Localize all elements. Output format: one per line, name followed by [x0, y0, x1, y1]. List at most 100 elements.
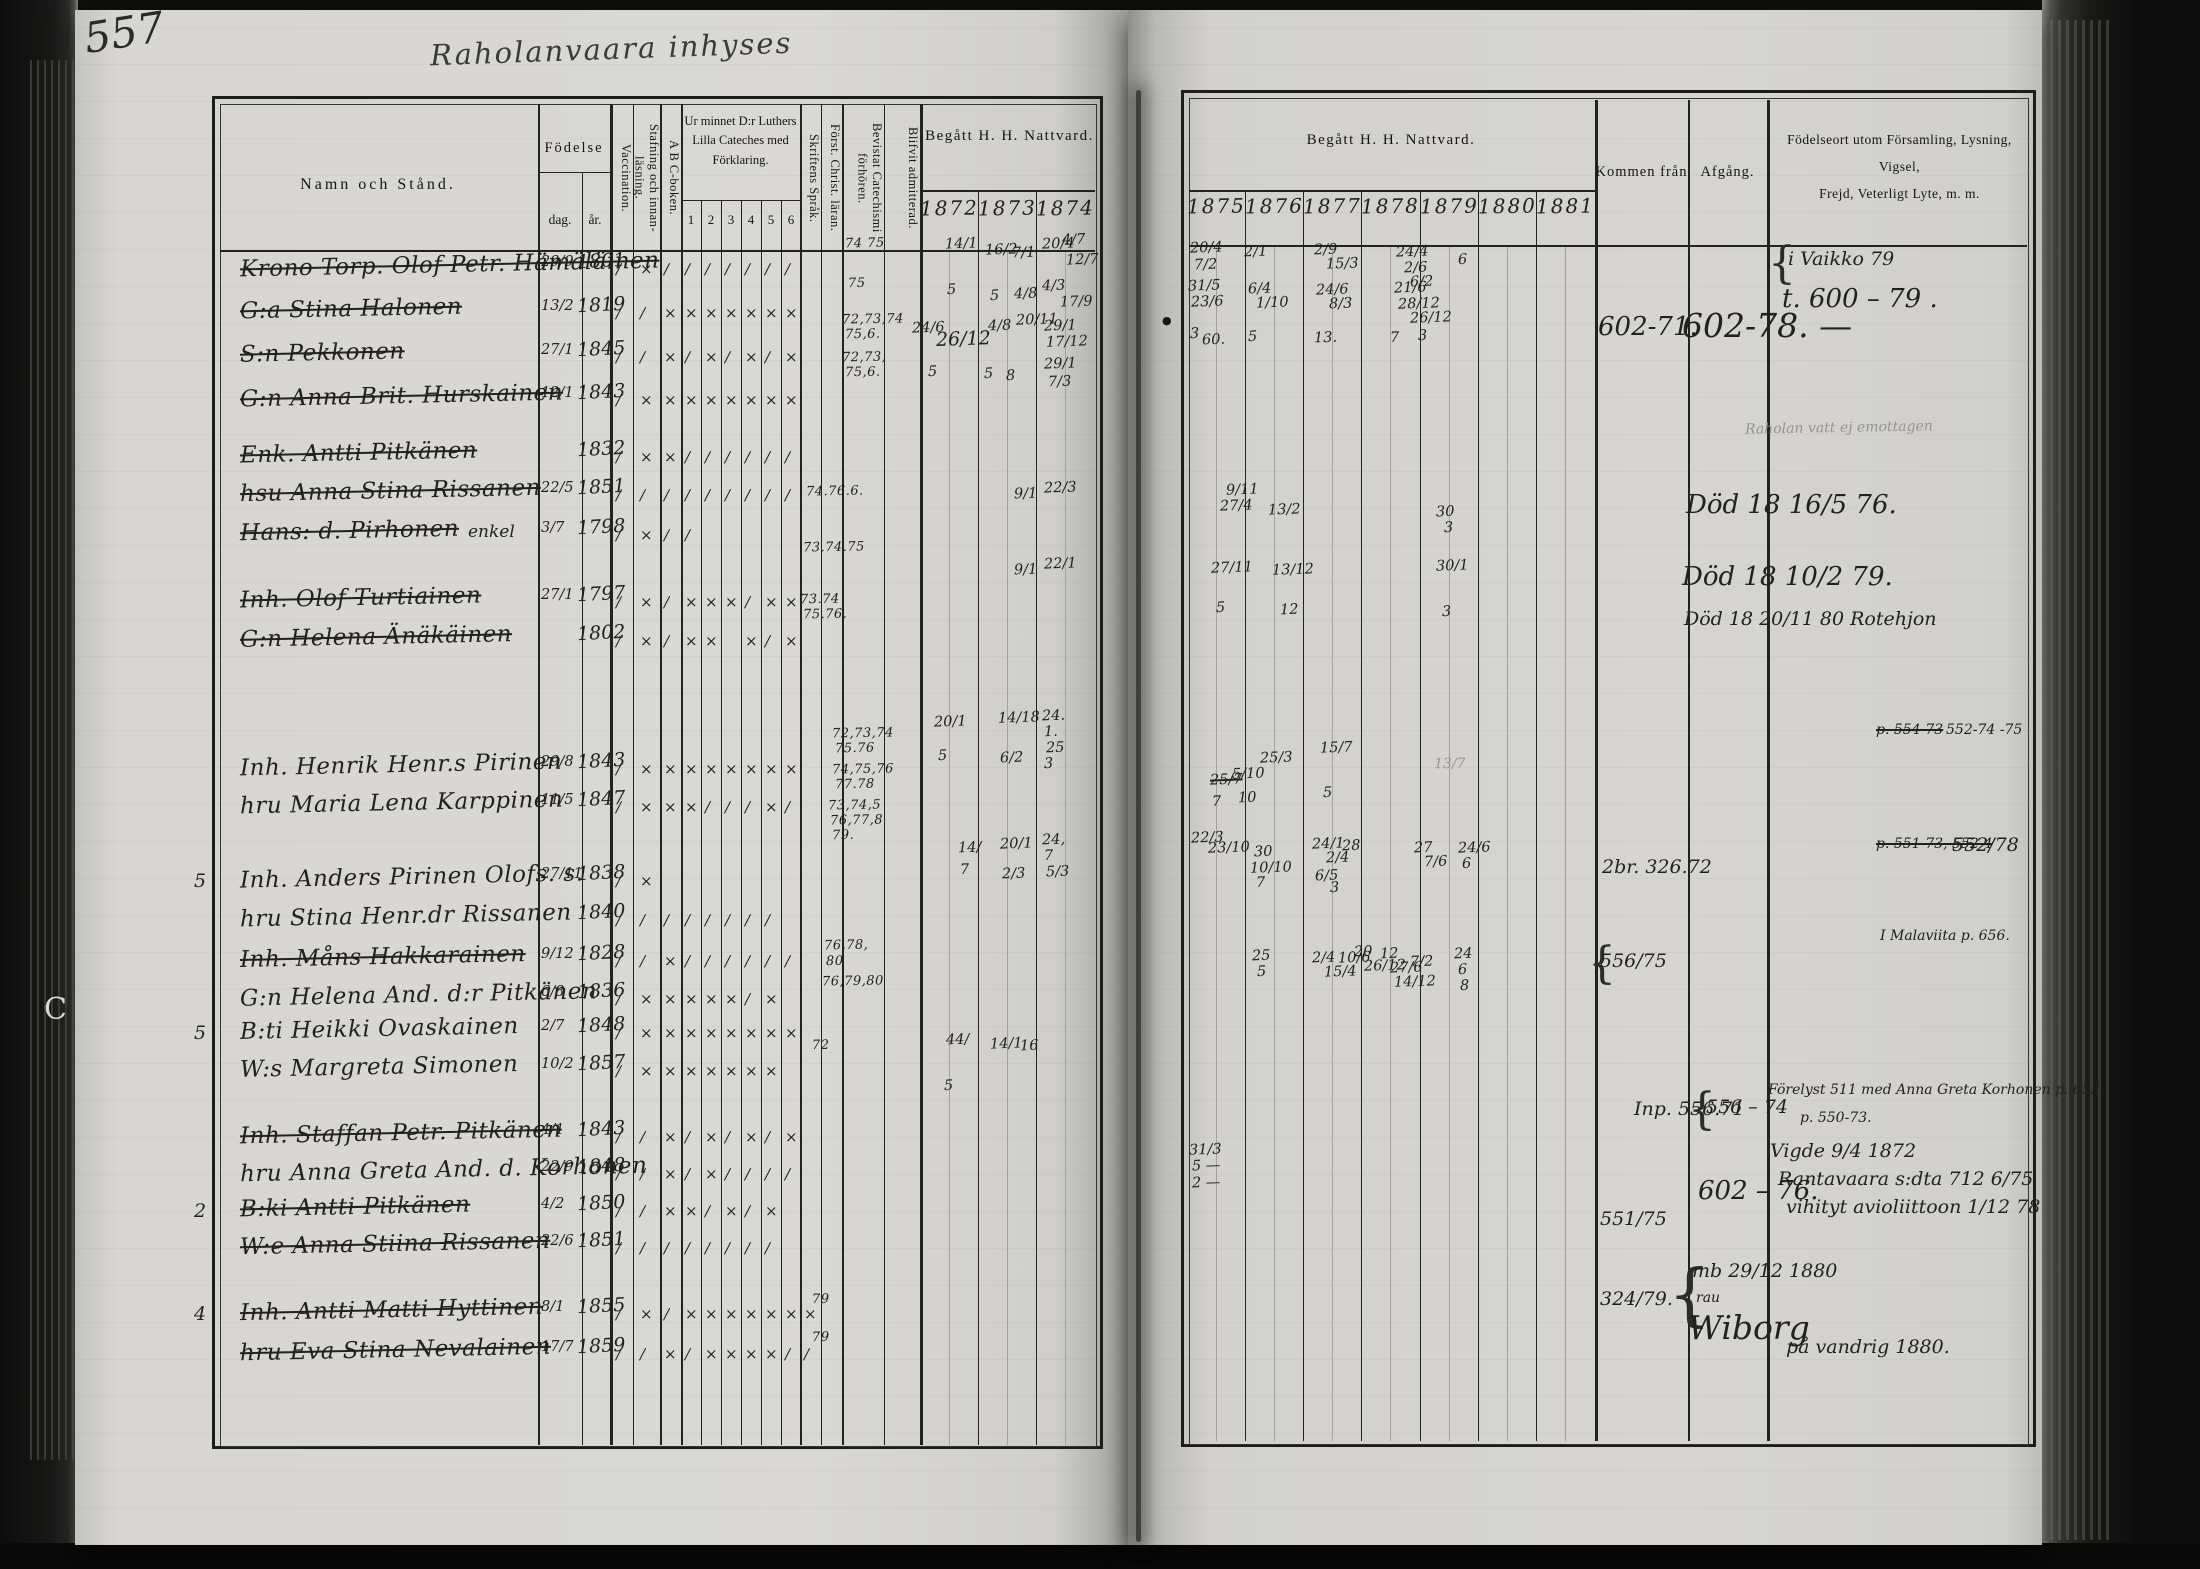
- handwritten-annotation: 8: [1005, 367, 1016, 385]
- handwritten-annotation: 30/1: [1435, 557, 1469, 575]
- check-mark: ×: [725, 1305, 738, 1323]
- check-mark: ∕: [725, 1165, 731, 1183]
- column-rule: [582, 172, 583, 1445]
- check-mark: ×: [640, 593, 653, 611]
- check-mark: ×: [664, 1024, 677, 1042]
- check-mark: ×: [785, 304, 798, 322]
- book-edge-top: [0, 0, 2200, 12]
- handwritten-annotation: 26/12: [1409, 309, 1453, 327]
- check-mark: ×: [640, 632, 653, 650]
- check-mark: ∕: [765, 448, 771, 466]
- handwritten-annotation: 602-78. —: [1682, 306, 1853, 345]
- handwritten-annotation: 44/: [945, 1031, 970, 1049]
- handwritten-annotation: 4/3: [1041, 277, 1066, 295]
- check-mark: ∕: [640, 1239, 646, 1257]
- column-rule: [978, 190, 980, 1445]
- check-mark: ∕: [685, 952, 691, 970]
- check-mark: ×: [685, 760, 698, 778]
- handwritten-annotation: 75.76.: [802, 606, 848, 623]
- check-mark: ×: [745, 1345, 758, 1363]
- column-subdivider: [1565, 245, 1566, 1441]
- check-mark: ∕: [745, 911, 751, 929]
- handwritten-annotation: 7: [1043, 847, 1054, 865]
- check-mark: ×: [664, 1062, 677, 1080]
- handwritten-annotation: 1.: [1043, 723, 1059, 741]
- column-subdivider: [1216, 245, 1217, 1441]
- handwritten-annotation: 3: [1189, 325, 1200, 343]
- handwritten-annotation: t. 600 – 79 .: [1782, 284, 1938, 314]
- nattvard-year-label: 1880: [1477, 193, 1538, 219]
- check-mark: ∕: [705, 911, 711, 929]
- check-mark: ×: [725, 391, 738, 409]
- check-mark: ×: [765, 1024, 778, 1042]
- column-rule: [610, 104, 613, 1445]
- check-mark: ∕: [785, 952, 791, 970]
- col-header-nattvard-left: Begått H. H. Nattvard.: [925, 128, 1094, 144]
- header-rule: [920, 190, 1095, 192]
- check-mark: ×: [705, 593, 718, 611]
- birth-day-value: 22/6: [541, 1233, 574, 1249]
- cateches-grade-col-label: 1: [687, 212, 695, 227]
- check-mark: ∕: [616, 911, 622, 929]
- check-mark: ∕: [725, 486, 731, 504]
- check-mark: ×: [685, 391, 698, 409]
- check-mark: ∕: [725, 911, 731, 929]
- col-header-skriftens-sprak: Skriftens Språk.: [807, 133, 821, 223]
- handwritten-annotation: 552-74 -75: [1946, 722, 2023, 738]
- check-mark: ∕: [640, 952, 646, 970]
- handwritten-annotation: Död 18 16/5 76.: [1686, 490, 1897, 520]
- handwritten-annotation: 6/2: [999, 749, 1024, 767]
- column-rule: [1361, 190, 1363, 1441]
- handwritten-annotation: 72,73,: [841, 349, 887, 366]
- column-rule: [1478, 190, 1480, 1441]
- handwritten-annotation: 23/10: [1207, 839, 1251, 857]
- nattvard-year-label: 1881: [1535, 193, 1596, 219]
- check-mark: ×: [685, 304, 698, 322]
- left-table-frame: [212, 96, 1103, 1449]
- column-rule: [681, 104, 683, 1445]
- nattvard-year-label: 1875: [1186, 193, 1247, 219]
- handwritten-annotation: 27/4: [1219, 497, 1253, 515]
- check-mark: ×: [765, 1345, 778, 1363]
- handwritten-annotation: 7/2: [1409, 953, 1434, 971]
- handwritten-annotation: 5: [983, 365, 994, 383]
- column-subdivider: [1390, 245, 1391, 1441]
- handwritten-annotation: 8: [1459, 977, 1470, 995]
- handwritten-annotation: 22/3: [1043, 479, 1077, 497]
- handwritten-annotation: 14/18: [997, 709, 1041, 727]
- cateches-grade-col-label: 2: [707, 212, 715, 227]
- check-mark: ×: [640, 872, 653, 890]
- handwritten-annotation: mb 29/12 1880: [1692, 1260, 1838, 1282]
- check-mark: ∕: [705, 1239, 711, 1257]
- handwritten-annotation: 5: [989, 287, 1000, 305]
- check-mark: ∕: [785, 260, 791, 278]
- check-mark: ∕: [765, 911, 771, 929]
- check-mark: ×: [804, 1305, 817, 1323]
- handwritten-annotation: 77.78: [834, 776, 875, 793]
- column-subdivider: [1507, 245, 1508, 1441]
- right-table-frame: [1181, 90, 2036, 1447]
- handwritten-annotation: 9/1: [1013, 561, 1038, 579]
- nattvard-year-label: 1878: [1360, 193, 1421, 219]
- check-mark: ∕: [640, 304, 646, 322]
- handwritten-annotation: 12: [1279, 601, 1299, 619]
- column-rule: [1245, 190, 1247, 1441]
- handwritten-annotation: 75.76: [834, 740, 875, 757]
- handwritten-annotation: 3: [1043, 755, 1054, 773]
- birth-day-value: 2/7: [541, 1018, 565, 1034]
- col-header-kommen-fran: Kommen från: [1595, 164, 1688, 180]
- handwritten-annotation: 27/11: [1210, 559, 1254, 577]
- check-mark: ∕: [785, 486, 791, 504]
- check-mark: ∕: [765, 952, 771, 970]
- check-mark: ×: [664, 798, 677, 816]
- handwritten-annotation: 13/7: [1433, 755, 1466, 773]
- handwritten-annotation: 2br. 326.72: [1602, 856, 1712, 878]
- handwritten-annotation: 5 —: [1191, 1157, 1221, 1175]
- handwritten-annotation: 5: [1322, 784, 1333, 802]
- handwritten-annotation: 7: [959, 861, 970, 879]
- handwritten-annotation: 79.: [831, 827, 855, 844]
- check-mark: ×: [785, 632, 798, 650]
- check-mark: ∕: [685, 911, 691, 929]
- handwritten-annotation: 14/1: [989, 1035, 1023, 1053]
- handwritten-annotation: 74.76.6.: [805, 483, 864, 500]
